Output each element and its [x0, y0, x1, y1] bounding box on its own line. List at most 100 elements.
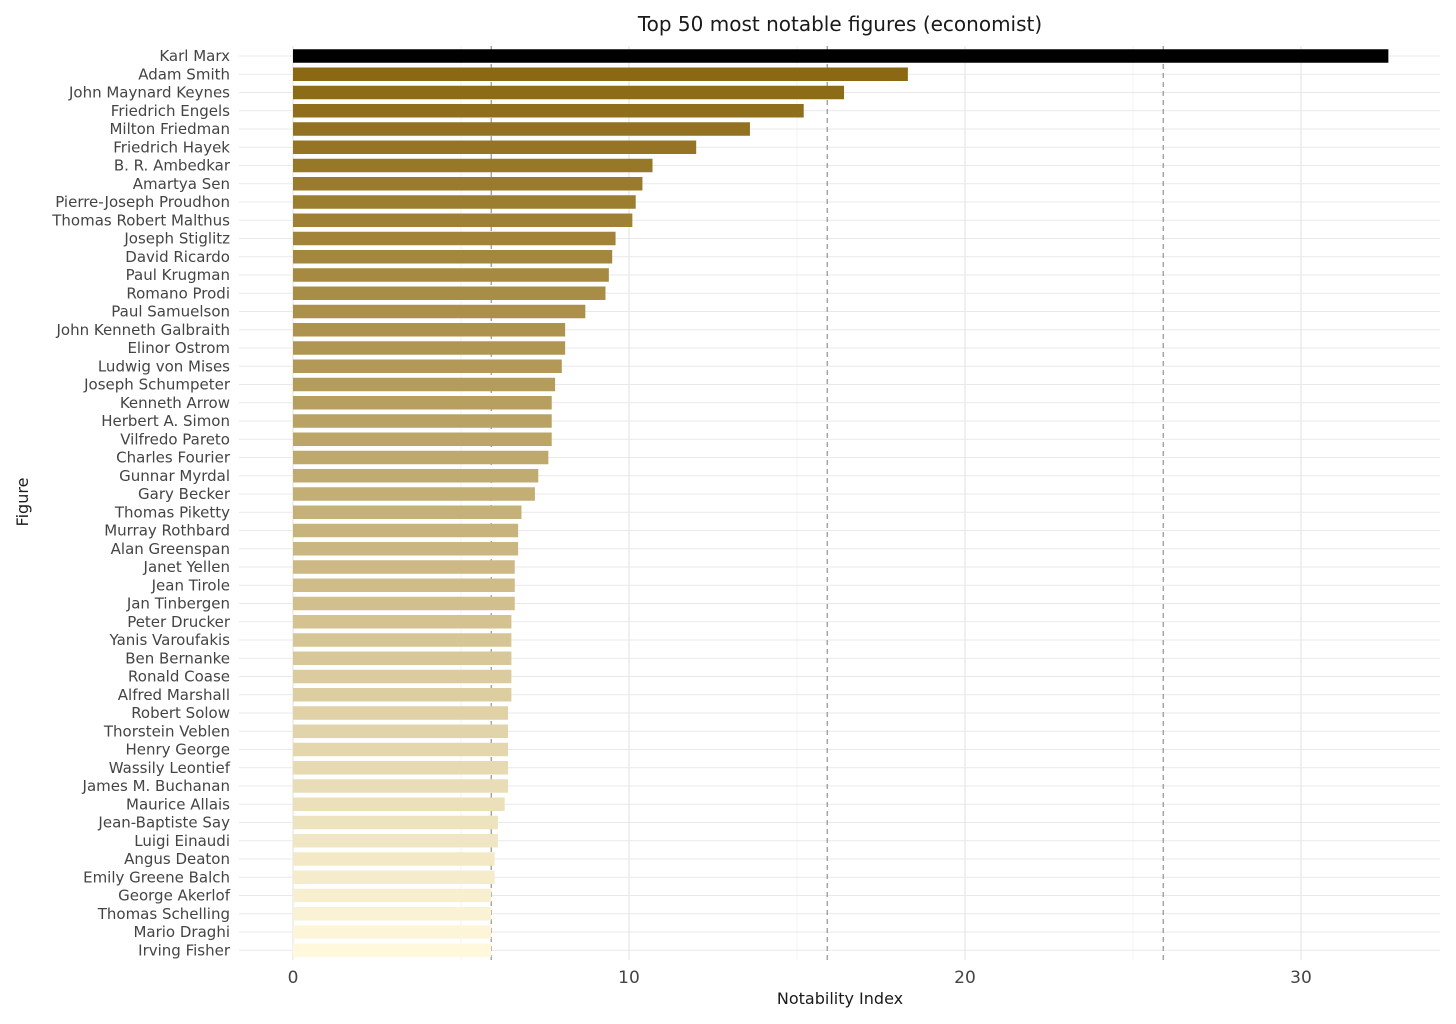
bar — [293, 761, 509, 775]
bar — [293, 779, 509, 793]
y-tick-label: Charles Fourier — [116, 449, 231, 467]
y-tick-label: Alan Greenspan — [111, 540, 230, 558]
bar — [293, 487, 535, 501]
y-tick-label: Henry George — [125, 741, 230, 759]
bar — [293, 359, 562, 373]
chart-title: Top 50 most notable figures (economist) — [637, 12, 1042, 36]
bar — [293, 815, 498, 830]
y-tick-label: Friedrich Engels — [111, 102, 230, 120]
y-tick-label: Karl Marx — [159, 47, 230, 65]
bar — [293, 140, 697, 154]
bar — [293, 67, 908, 81]
bar — [293, 943, 492, 957]
bar — [293, 213, 633, 227]
y-tick-label: Gunnar Myrdal — [119, 467, 230, 485]
bar — [293, 250, 613, 264]
y-tick-label: Jean Tirole — [151, 576, 230, 594]
bar — [293, 688, 512, 702]
y-tick-label: Thorstein Veblen — [103, 722, 230, 740]
y-tick-label: Emily Greene Balch — [83, 868, 230, 886]
bar — [293, 286, 606, 300]
y-tick-label: Robert Solow — [131, 704, 230, 722]
y-axis-title: Figure — [13, 478, 32, 527]
x-tick-labels: 0 10 20 30 — [288, 968, 1312, 988]
bar — [293, 158, 653, 173]
bar — [293, 542, 519, 556]
bar — [293, 706, 509, 720]
y-tick-label: Yanis Varoufakis — [109, 631, 231, 649]
bar — [293, 85, 845, 100]
y-tick-label: B. R. Ambedkar — [114, 157, 231, 175]
x-tick-label: 0 — [288, 968, 299, 988]
bar — [293, 122, 750, 136]
bar — [293, 304, 586, 319]
bar — [293, 341, 566, 355]
y-tick-label: Herbert A. Simon — [101, 412, 230, 430]
bar — [293, 633, 512, 647]
y-tick-label: Joseph Stiglitz — [123, 230, 230, 248]
y-tick-label: Amartya Sen — [133, 175, 230, 193]
bar — [293, 104, 804, 118]
y-tick-label: Elinor Ostrom — [127, 339, 230, 357]
y-tick-label: Jean-Baptiste Say — [97, 814, 230, 832]
x-tick-label: 30 — [1290, 968, 1312, 988]
bar — [293, 596, 515, 611]
y-tick-label: John Kenneth Galbraith — [55, 321, 230, 339]
y-tick-label: Thomas Piketty — [114, 503, 230, 521]
bar — [293, 615, 512, 629]
y-tick-label: James M. Buchanan — [82, 777, 230, 795]
y-tick-label: Paul Samuelson — [111, 303, 230, 321]
y-tick-label: Luigi Einaudi — [134, 832, 230, 850]
y-tick-label: Thomas Robert Malthus — [51, 211, 230, 229]
x-axis-title: Notability Index — [777, 989, 903, 1008]
bar — [293, 925, 492, 939]
bar — [293, 523, 519, 538]
x-tick-label: 20 — [954, 968, 976, 988]
y-tick-label: Adam Smith — [138, 65, 230, 83]
bar — [293, 852, 495, 866]
x-tick-label: 10 — [618, 968, 640, 988]
y-tick-label: Irving Fisher — [138, 941, 231, 959]
bar — [293, 268, 609, 282]
y-tick-label: Paul Krugman — [126, 266, 230, 284]
bar — [293, 797, 505, 811]
y-tick-label: Janet Yellen — [143, 558, 230, 576]
bar — [293, 231, 616, 246]
bar — [293, 450, 549, 465]
y-tick-label: George Akerlof — [118, 887, 231, 905]
y-tick-label: Peter Drucker — [127, 613, 231, 631]
y-tick-label: John Maynard Keynes — [68, 84, 230, 102]
bar — [293, 834, 498, 848]
bar — [293, 669, 512, 684]
bar — [293, 907, 492, 921]
y-tick-label: Vilfredo Pareto — [120, 430, 230, 448]
bar — [293, 469, 539, 483]
bar — [293, 888, 492, 903]
y-tick-label: Kenneth Arrow — [120, 394, 230, 412]
y-tick-label: Murray Rothbard — [104, 522, 230, 540]
y-tick-label: Alfred Marshall — [118, 686, 230, 704]
y-tick-label: Mario Draghi — [133, 923, 230, 941]
y-tick-label: Ludwig von Mises — [98, 357, 230, 375]
y-tick-label: Ronald Coase — [128, 668, 230, 686]
bar — [293, 396, 552, 410]
bar — [293, 870, 495, 884]
bar — [293, 724, 509, 738]
bar — [293, 560, 515, 574]
bar — [293, 742, 509, 757]
bars — [293, 49, 1389, 957]
bar — [293, 195, 636, 209]
y-tick-label: Angus Deaton — [124, 850, 230, 868]
bar — [293, 49, 1389, 63]
y-tick-label: Pierre-Joseph Proudhon — [55, 193, 230, 211]
y-tick-label: Gary Becker — [138, 485, 231, 503]
y-tick-label: Jan Tinbergen — [126, 595, 230, 613]
bar — [293, 177, 643, 191]
y-tick-label: Ben Bernanke — [125, 649, 230, 667]
y-tick-label: Friedrich Hayek — [113, 138, 230, 156]
y-tick-label: Maurice Allais — [126, 795, 230, 813]
y-tick-label: Milton Friedman — [109, 120, 230, 138]
y-tick-label: David Ricardo — [125, 248, 230, 266]
